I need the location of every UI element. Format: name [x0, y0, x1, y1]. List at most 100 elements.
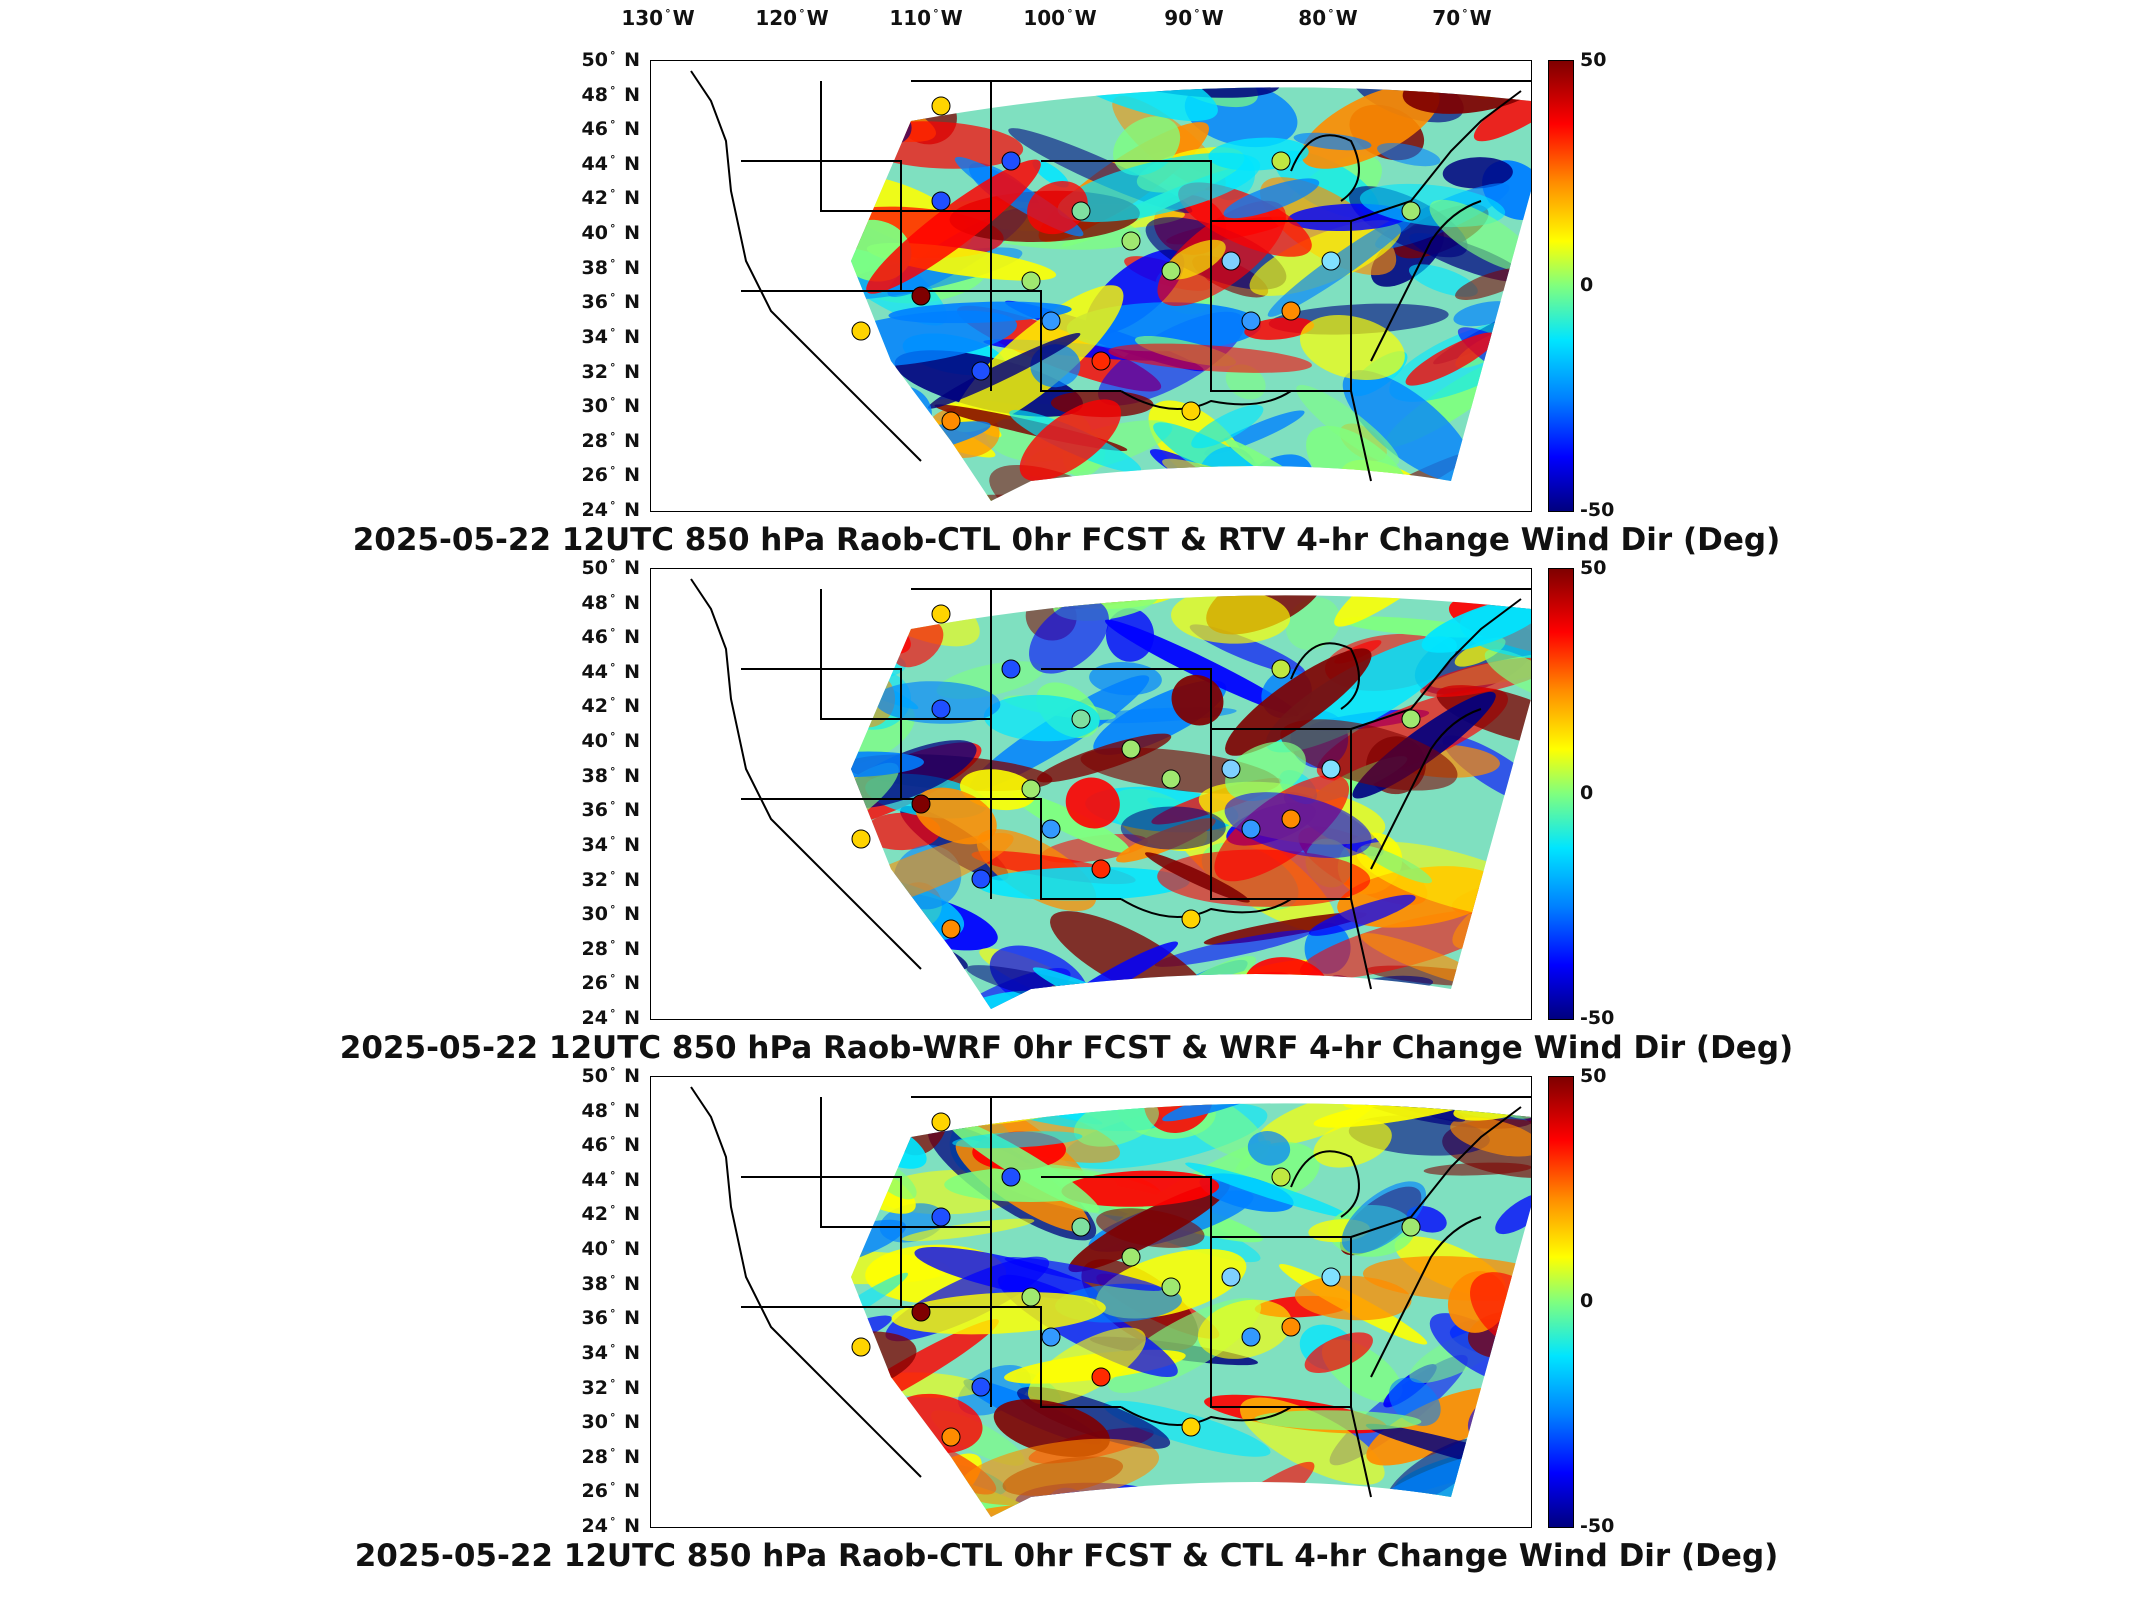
raob-station-marker[interactable]	[911, 794, 931, 814]
raob-station-marker[interactable]	[1241, 1327, 1261, 1347]
raob-station-marker[interactable]	[1281, 1317, 1301, 1337]
raob-station-marker[interactable]	[931, 604, 951, 624]
longitude-label: 90 ° W	[1164, 6, 1224, 30]
latitude-label: 50 ° N	[581, 556, 640, 580]
longitude-label: 100 ° W	[1023, 6, 1097, 30]
colorbar	[1548, 1076, 1574, 1528]
latitude-label: 42 ° N	[581, 187, 640, 210]
raob-station-marker[interactable]	[1241, 311, 1261, 331]
latitude-label: 48 ° N	[581, 1099, 640, 1122]
raob-station-marker[interactable]	[1121, 739, 1141, 759]
raob-station-marker[interactable]	[1221, 251, 1241, 271]
raob-station-marker[interactable]	[851, 829, 871, 849]
latitude-label: 40 ° N	[581, 729, 640, 753]
raob-station-marker[interactable]	[1271, 659, 1291, 679]
raob-station-marker[interactable]	[1281, 301, 1301, 321]
latitude-label: 36 ° N	[581, 291, 640, 314]
raob-station-marker[interactable]	[941, 411, 961, 431]
raob-station-marker[interactable]	[1401, 1217, 1421, 1237]
raob-station-marker[interactable]	[971, 869, 991, 889]
raob-station-marker[interactable]	[1041, 819, 1061, 839]
raob-station-marker[interactable]	[1221, 759, 1241, 779]
raob-station-marker[interactable]	[1001, 1167, 1021, 1187]
raob-station-marker[interactable]	[1091, 1367, 1111, 1387]
raob-station-marker[interactable]	[1241, 819, 1261, 839]
latitude-label: 30 ° N	[581, 1410, 640, 1434]
latitude-label: 26 ° N	[581, 464, 640, 487]
colorbar-tick-label: 50	[1580, 49, 1607, 71]
raob-station-marker[interactable]	[1021, 1287, 1041, 1307]
raob-station-marker[interactable]	[1161, 769, 1181, 789]
latitude-label: 44 ° N	[581, 152, 640, 176]
latitude-label: 44 ° N	[581, 660, 640, 684]
raob-station-marker[interactable]	[911, 286, 931, 306]
raob-station-marker[interactable]	[1041, 311, 1061, 331]
longitude-label: 130 ° W	[621, 6, 695, 30]
raob-station-marker[interactable]	[1091, 859, 1111, 879]
panel-title: 2025-05-22 12UTC 850 hPa Raob-CTL 0hr FC…	[352, 522, 1781, 558]
raob-station-marker[interactable]	[851, 1337, 871, 1357]
latitude-label: 28 ° N	[581, 429, 640, 452]
latitude-label: 48 ° N	[581, 83, 640, 106]
raob-station-marker[interactable]	[1001, 151, 1021, 171]
map-frame	[650, 568, 1532, 1020]
latitude-label: 38 ° N	[581, 256, 640, 279]
boundary-line	[1120, 390, 1292, 410]
boundary-line	[1350, 90, 1522, 222]
latitude-label: 30 ° N	[581, 902, 640, 926]
raob-station-marker[interactable]	[1001, 659, 1021, 679]
boundary-line	[1291, 390, 1372, 482]
raob-station-marker[interactable]	[1221, 1267, 1241, 1287]
raob-station-marker[interactable]	[931, 1207, 951, 1227]
boundary-line	[1290, 134, 1360, 202]
boundary-line	[1350, 598, 1522, 730]
conus-map	[690, 578, 1531, 1010]
boundary-line	[1291, 898, 1372, 990]
raob-station-marker[interactable]	[1401, 201, 1421, 221]
raob-station-marker[interactable]	[1161, 261, 1181, 281]
raob-station-marker[interactable]	[931, 1112, 951, 1132]
longitude-axis: 130 ° W 120 ° W 110 ° W 100 ° W 90 ° W 80 ° W 70 ° W	[0, 0, 2133, 40]
raob-station-marker[interactable]	[941, 919, 961, 939]
raob-station-marker[interactable]	[1181, 1417, 1201, 1437]
raob-station-marker[interactable]	[1401, 709, 1421, 729]
boundary-line	[1041, 160, 1291, 392]
raob-station-marker[interactable]	[1281, 809, 1301, 829]
raob-station-marker[interactable]	[931, 96, 951, 116]
map-frame	[650, 60, 1532, 512]
raob-station-marker[interactable]	[971, 1377, 991, 1397]
raob-station-marker[interactable]	[941, 1427, 961, 1447]
raob-station-marker[interactable]	[1321, 759, 1341, 779]
raob-station-marker[interactable]	[1181, 401, 1201, 421]
latitude-label: 34 ° N	[581, 833, 640, 857]
wind-change-field	[851, 595, 1531, 1010]
latitude-label: 40 ° N	[581, 221, 640, 245]
raob-station-marker[interactable]	[851, 321, 871, 341]
raob-station-marker[interactable]	[931, 191, 951, 211]
raob-station-marker[interactable]	[1071, 1217, 1091, 1237]
raob-station-marker[interactable]	[1021, 271, 1041, 291]
raob-station-marker[interactable]	[911, 1302, 931, 1322]
raob-station-marker[interactable]	[1071, 709, 1091, 729]
raob-station-marker[interactable]	[1021, 779, 1041, 799]
boundary-line	[1041, 668, 1291, 900]
panel-title: 2025-05-22 12UTC 850 hPa Raob-WRF 0hr FC…	[339, 1030, 1794, 1066]
raob-station-marker[interactable]	[1041, 1327, 1061, 1347]
raob-station-marker[interactable]	[1321, 251, 1341, 271]
raob-station-marker[interactable]	[1121, 231, 1141, 251]
raob-station-marker[interactable]	[1071, 201, 1091, 221]
raob-station-marker[interactable]	[971, 361, 991, 381]
raob-station-marker[interactable]	[1161, 1277, 1181, 1297]
longitude-label: 120 ° W	[755, 6, 829, 30]
latitude-label: 26 ° N	[581, 1480, 640, 1503]
raob-station-marker[interactable]	[1321, 1267, 1341, 1287]
raob-station-marker[interactable]	[1181, 909, 1201, 929]
boundary-line	[1370, 708, 1482, 870]
boundary-line	[1350, 1106, 1522, 1238]
raob-station-marker[interactable]	[931, 699, 951, 719]
raob-station-marker[interactable]	[1121, 1247, 1141, 1267]
raob-station-marker[interactable]	[1091, 351, 1111, 371]
raob-station-marker[interactable]	[1271, 1167, 1291, 1187]
boundary-line	[690, 1086, 922, 1478]
raob-station-marker[interactable]	[1271, 151, 1291, 171]
